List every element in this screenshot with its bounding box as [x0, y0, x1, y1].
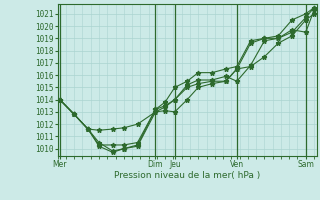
X-axis label: Pression niveau de la mer( hPa ): Pression niveau de la mer( hPa ): [114, 171, 260, 180]
